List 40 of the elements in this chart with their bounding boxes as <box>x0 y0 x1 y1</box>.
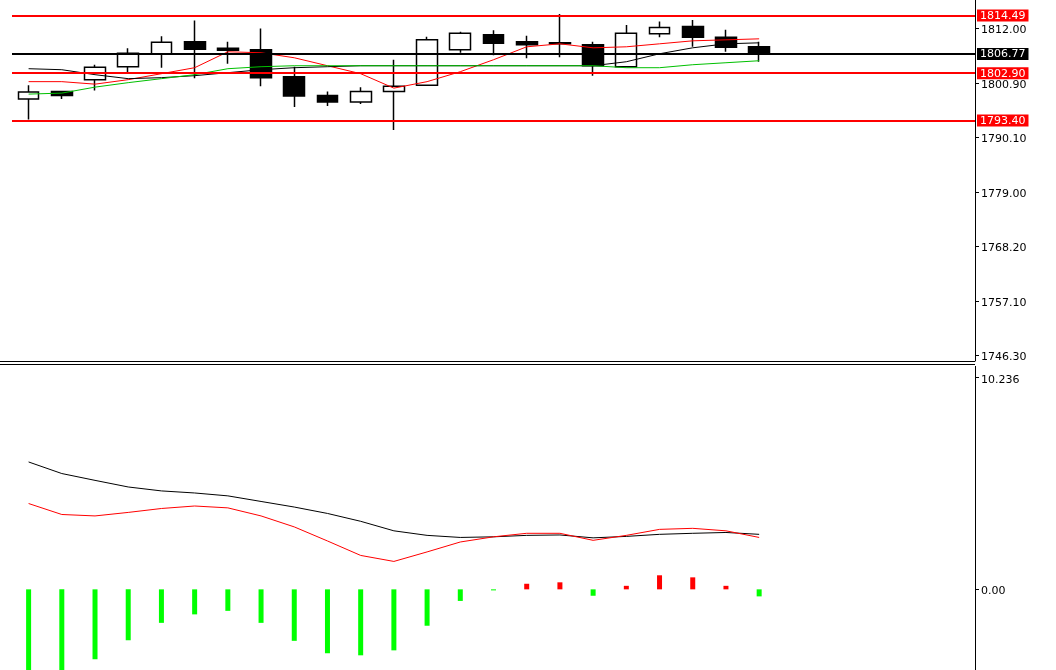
line-series <box>28 60 760 95</box>
bar <box>291 589 297 641</box>
bar <box>125 589 131 641</box>
bar <box>657 575 663 590</box>
ref-line-label: 1806.77 <box>980 47 1026 61</box>
bar <box>158 589 164 623</box>
y-tick-label: 1800.90 <box>981 78 1027 92</box>
y-tick-label: 1768.20 <box>981 240 1027 254</box>
line-series <box>28 461 760 539</box>
line-series <box>28 503 760 562</box>
candlestick <box>382 59 406 131</box>
bar <box>590 589 596 596</box>
ref-line-label: 1802.90 <box>980 66 1026 80</box>
bar <box>756 589 762 597</box>
y-tick-label: 1790.10 <box>981 131 1027 145</box>
bar <box>192 589 198 615</box>
candlestick <box>648 20 671 39</box>
y-tick-label: 1779.00 <box>981 187 1027 201</box>
bar <box>59 589 65 670</box>
candlestick <box>316 90 339 107</box>
candlestick <box>349 86 373 105</box>
bar <box>225 589 231 611</box>
bar <box>324 589 330 654</box>
y-tick-label: 0.00 <box>981 584 1006 598</box>
candlestick <box>17 84 40 121</box>
y-tick-label: 10.236 <box>981 372 1020 386</box>
bar <box>391 589 397 651</box>
y-tick-label: 1757.10 <box>981 296 1027 310</box>
bar <box>457 589 463 601</box>
bar <box>424 589 430 626</box>
bar <box>258 589 264 623</box>
ref-line-label: 1793.40 <box>980 113 1026 127</box>
ref-line-label: 1814.49 <box>980 8 1026 22</box>
y-tick-label: 1746.30 <box>981 350 1027 363</box>
bar <box>690 577 696 590</box>
bar <box>557 582 563 590</box>
bar <box>92 589 98 660</box>
bar <box>358 589 364 656</box>
y-tick-label: 1812.00 <box>981 22 1027 36</box>
bar <box>26 589 32 670</box>
